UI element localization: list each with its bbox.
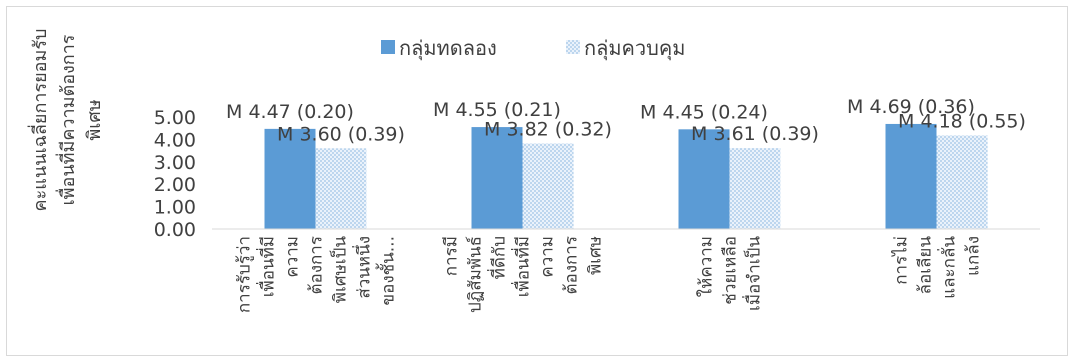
bar-control <box>523 143 574 229</box>
category-label: ที่ดีกับ <box>487 236 510 279</box>
category-label: พิเศษเป็น <box>329 236 351 304</box>
legend-swatch <box>566 40 580 54</box>
bar-control <box>730 148 781 229</box>
category-label: เพื่อนที่มี <box>256 236 279 297</box>
category-label: ต้องการ <box>307 236 327 295</box>
y-tick-label: 2.00 <box>154 174 196 196</box>
category-label: แกล้ง <box>964 236 984 276</box>
category-label: ส่วนหนึ่ง <box>352 236 375 299</box>
legend: กลุ่มทดลอง กลุ่มควบคุม <box>381 36 685 61</box>
data-label: M 3.61 (0.39) <box>691 123 819 145</box>
category-label: ปฏิสัมพันธ์ <box>466 236 486 313</box>
data-label: M 3.82 (0.32) <box>484 118 612 140</box>
y-tick-label: 3.00 <box>154 152 196 174</box>
y-axis-title-line: เพื่อนที่มีความต้องการ <box>55 34 79 205</box>
y-tick-label: 4.00 <box>154 129 196 151</box>
data-label: M 3.60 (0.39) <box>277 123 405 145</box>
category-label: ล้อเลียน <box>916 236 936 295</box>
category-label: ต้องการ <box>562 236 582 295</box>
bar-experimental <box>472 127 523 229</box>
legend-swatch <box>381 40 395 54</box>
category-label: ความ <box>283 236 303 278</box>
data-label: M 4.45 (0.24) <box>640 101 768 123</box>
y-axis-title-line: พิเศษ <box>84 99 105 140</box>
category-label: ของชั้น... <box>376 236 399 306</box>
data-label: M 4.47 (0.20) <box>226 101 354 123</box>
category-label: เมื่อจำเป็น <box>742 236 765 311</box>
category-labels: การรับรู้ว่า เพื่อนที่มี ความ ต้องการ พิเศษเ… <box>235 236 984 314</box>
category-label: และกลั่น <box>937 236 960 299</box>
y-tick-label: 1.00 <box>154 197 196 219</box>
category-label: ช่วยเหลือ <box>721 236 741 305</box>
category-label: การรับรู้ว่า <box>235 236 255 313</box>
category-label: การมี <box>442 236 462 276</box>
bar-control <box>937 135 988 229</box>
y-axis-title-line: คะแนนเฉลี่ยการยอมรับ <box>27 29 51 212</box>
category-label: พิเศษ <box>586 236 606 275</box>
y-tick-label: 5.00 <box>154 107 196 129</box>
y-axis-title: คะแนนเฉลี่ยการยอมรับ เพื่อนที่มีความต้องก… <box>27 29 105 212</box>
data-label: M 4.18 (0.55) <box>898 110 1026 132</box>
bar-control <box>316 148 367 229</box>
category-label: ความ <box>538 236 558 278</box>
legend-entry: กลุ่มทดลอง <box>399 36 497 61</box>
legend-entry: กลุ่มควบคุม <box>584 36 685 61</box>
category-label: เพื่อนที่มี <box>511 236 534 297</box>
category-label: ให้ความ <box>696 236 717 297</box>
y-tick-label: 0.00 <box>154 219 196 241</box>
category-label: การไม่ <box>891 236 912 285</box>
bar-experimental <box>886 124 937 229</box>
y-axis-ticks: 0.001.002.003.004.005.00 <box>154 107 196 241</box>
